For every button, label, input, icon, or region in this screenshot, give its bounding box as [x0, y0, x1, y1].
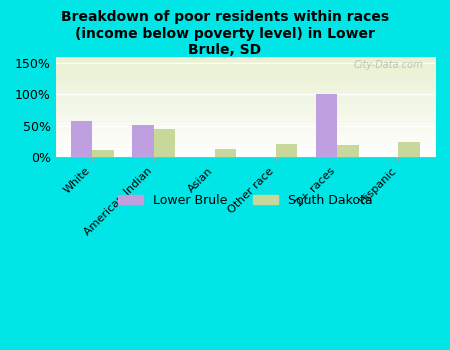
Legend: Lower Brule, South Dakota: Lower Brule, South Dakota — [113, 189, 378, 212]
Bar — [132, 125, 153, 157]
Bar — [276, 144, 297, 157]
Bar — [92, 150, 114, 157]
Text: Breakdown of poor residents within races
(income below poverty level) in Lower
B: Breakdown of poor residents within races… — [61, 10, 389, 57]
Bar — [215, 149, 236, 157]
Bar — [153, 129, 175, 157]
Bar — [398, 142, 420, 157]
Bar — [71, 121, 92, 157]
Text: City-Data.com: City-Data.com — [354, 60, 423, 70]
Bar — [337, 145, 359, 157]
Bar — [316, 94, 337, 157]
